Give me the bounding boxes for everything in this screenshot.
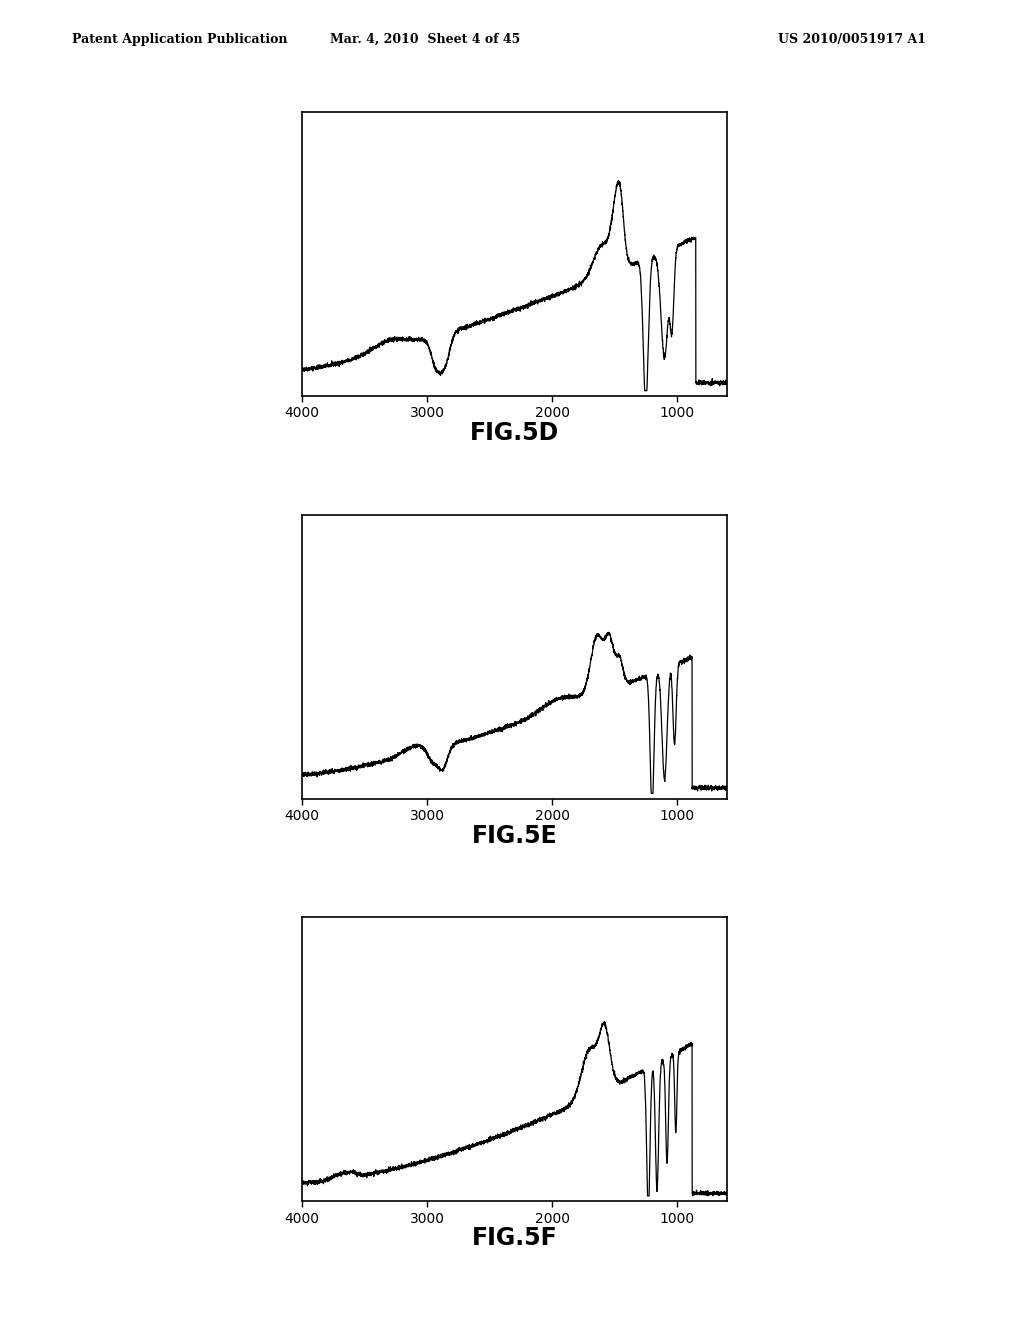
Text: FIG.5D: FIG.5D xyxy=(470,421,559,445)
Text: FIG.5F: FIG.5F xyxy=(472,1226,557,1250)
Text: Mar. 4, 2010  Sheet 4 of 45: Mar. 4, 2010 Sheet 4 of 45 xyxy=(330,33,520,46)
Text: FIG.5E: FIG.5E xyxy=(472,824,557,847)
Text: US 2010/0051917 A1: US 2010/0051917 A1 xyxy=(778,33,927,46)
Text: Patent Application Publication: Patent Application Publication xyxy=(72,33,287,46)
